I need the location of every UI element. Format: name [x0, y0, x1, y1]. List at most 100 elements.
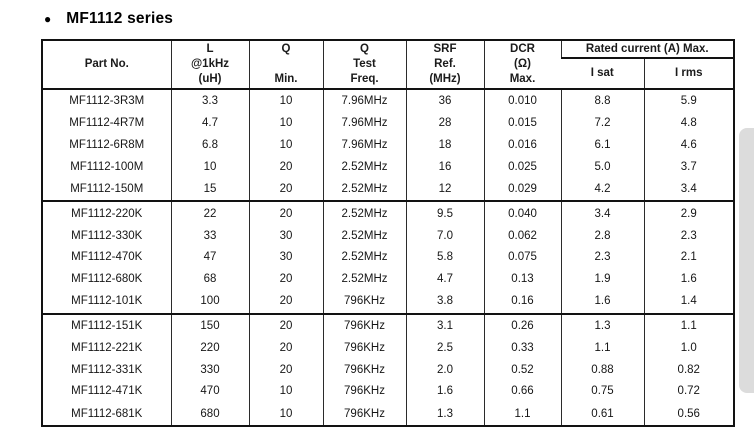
cell-srf: 4.7	[405, 268, 484, 291]
cell-part-no: MF1112-150M	[42, 177, 171, 203]
cell-i-rms: 1.1	[643, 313, 734, 338]
cell-part-no: MF1112-681K	[71, 407, 143, 420]
cell-srf: 9.5	[405, 201, 484, 225]
header-cell-dcr: DCR (Ω) Max.	[483, 40, 561, 90]
parts-table: Part No. L @1kHz (uH) Q Min. Q Test Freq…	[41, 39, 735, 427]
cell-dcr: 0.33	[483, 337, 561, 359]
cell-q-min: 20	[248, 201, 323, 225]
cell-dcr: 0.040	[483, 201, 561, 225]
cell-q-test-freq: 2.52MHz	[322, 156, 406, 178]
cell-q-test-freq: 2.52MHz	[322, 201, 406, 225]
cell-i-sat: 2.3	[560, 246, 644, 269]
cell-l-1khz: 680	[170, 402, 249, 426]
table-row: MF1112-221K 220 20 796KHz 2.5 0.33 1.1 1.0	[42, 337, 734, 359]
cell-i-sat: 1.9	[560, 268, 644, 291]
cell-l-1khz: 22	[170, 201, 249, 225]
cell-q-test-freq: 796KHz	[322, 313, 406, 338]
cell-i-sat: 0.61	[560, 402, 644, 426]
cell-q-min: 20	[248, 358, 323, 381]
cell-part-no: MF1112-680K	[71, 273, 143, 286]
cell-part-no: MF1112-220K	[71, 207, 143, 220]
cell-i-rms: 1.4	[643, 290, 734, 315]
table-row: MF1112-151K 150 20 796KHz 3.1 0.26 1.3 1.1	[42, 313, 734, 338]
cell-i-rms: 0.82	[643, 358, 734, 381]
cell-q-min: 30	[248, 224, 323, 247]
table-row: MF1112-471K 470 10 796KHz 1.6 0.66 0.75 0.72	[42, 380, 734, 403]
cell-l-1khz: 10	[170, 156, 249, 178]
cell-q-test-freq: 7.96MHz	[322, 134, 406, 157]
cell-part-no: MF1112-470K	[71, 251, 143, 264]
cell-part-no: MF1112-151K	[71, 319, 143, 332]
cell-q-min: 10	[248, 402, 323, 426]
cell-l-1khz: 220	[170, 337, 249, 359]
cell-dcr: 1.1	[483, 402, 561, 426]
cell-i-rms: 0.56	[643, 402, 734, 426]
table-row: MF1112-681K 680 10 796KHz 1.3 1.1 0.61 0.56	[42, 402, 734, 426]
cell-i-rms: 1.6	[643, 268, 734, 291]
cell-l-1khz: 330	[170, 358, 249, 381]
header-cell-rated-current: Rated current (A) Max.	[560, 40, 734, 59]
table-row: MF1112-220K 22 20 2.52MHz 9.5 0.040 3.4 2.9	[42, 201, 734, 225]
cell-l-1khz: 47	[170, 246, 249, 269]
cell-q-min: 20	[248, 156, 323, 178]
cell-q-test-freq: 2.52MHz	[322, 224, 406, 247]
cell-q-min: 20	[248, 177, 323, 203]
cell-i-sat: 5.0	[560, 156, 644, 178]
header-cell-q-test-freq: Q Test Freq.	[322, 40, 406, 90]
cell-dcr: 0.016	[483, 134, 561, 157]
cell-i-sat: 8.8	[560, 89, 644, 113]
cell-dcr: 0.66	[483, 380, 561, 403]
page-title: MF1112 series	[66, 10, 174, 27]
cell-dcr: 0.52	[483, 358, 561, 381]
cell-i-sat: 4.2	[560, 177, 644, 203]
cell-i-sat: 3.4	[560, 201, 644, 225]
cell-q-test-freq: 7.96MHz	[322, 89, 406, 113]
table-row: MF1112-4R7M 4.7 10 7.96MHz 28 0.015 7.2 4.8	[42, 112, 734, 135]
header-cell-i-rms: I rms	[643, 58, 734, 90]
cell-l-1khz: 150	[170, 313, 249, 338]
table-row: MF1112-680K 68 20 2.52MHz 4.7 0.13 1.9 1.6	[42, 268, 734, 291]
cell-q-test-freq: 796KHz	[322, 402, 406, 426]
cell-q-test-freq: 796KHz	[322, 290, 406, 315]
cell-q-test-freq: 2.52MHz	[322, 246, 406, 269]
cell-dcr: 0.075	[483, 246, 561, 269]
cell-dcr: 0.13	[483, 268, 561, 291]
table-row: MF1112-330K 33 30 2.52MHz 7.0 0.062 2.8 2.3	[42, 224, 734, 247]
cell-srf: 2.0	[405, 358, 484, 381]
cell-i-sat: 1.6	[560, 290, 644, 315]
cell-part-no: MF1112-101K	[42, 290, 171, 315]
scrollbar-thumb[interactable]	[739, 128, 754, 393]
table-body: MF1112-3R3M 3.3 10 7.96MHz 36 0.010 8.8 5.9 MF11…	[42, 89, 734, 426]
cell-i-sat: 7.2	[560, 112, 644, 135]
cell-part-no: MF1112-100M	[70, 160, 144, 173]
cell-q-test-freq: 2.52MHz	[322, 268, 406, 291]
cell-srf: 36	[405, 89, 484, 113]
table-row: MF1112-150M 15 20 2.52MHz 12 0.029 4.2 3.4	[42, 177, 734, 203]
cell-q-min: 10	[248, 89, 323, 113]
table-row: MF1112-3R3M 3.3 10 7.96MHz 36 0.010 8.8 5.9	[42, 89, 734, 113]
cell-i-rms: 2.1	[643, 246, 734, 269]
cell-srf: 18	[405, 134, 484, 157]
table-row: MF1112-470K 47 30 2.52MHz 5.8 0.075 2.3 2.1	[42, 246, 734, 269]
table-row: MF1112-6R8M 6.8 10 7.96MHz 18 0.016 6.1 4.6	[42, 134, 734, 157]
cell-part-no: MF1112-331K	[71, 363, 143, 376]
cell-q-min: 20	[248, 268, 323, 291]
cell-i-rms: 2.3	[643, 224, 734, 247]
cell-part-no: MF1112-4R7M	[69, 117, 145, 130]
table-row: MF1112-101K 100 20 796KHz 3.8 0.16 1.6 1.4	[42, 290, 734, 315]
cell-srf: 7.0	[405, 224, 484, 247]
cell-part-no: MF1112-330K	[71, 229, 143, 242]
bullet-icon: ●	[44, 12, 52, 26]
cell-q-min: 10	[248, 112, 323, 135]
cell-srf: 5.8	[405, 246, 484, 269]
cell-i-rms: 5.9	[643, 89, 734, 113]
cell-part-no: MF1112-3R3M	[69, 95, 145, 108]
cell-i-rms: 4.6	[643, 134, 734, 157]
cell-l-1khz: 6.8	[170, 134, 249, 157]
cell-q-test-freq: 796KHz	[322, 380, 406, 403]
table-row: MF1112-331K 330 20 796KHz 2.0 0.52 0.88 0.82	[42, 358, 734, 381]
cell-dcr: 0.010	[483, 89, 561, 113]
cell-l-1khz: 470	[170, 380, 249, 403]
cell-dcr: 0.029	[483, 177, 561, 203]
